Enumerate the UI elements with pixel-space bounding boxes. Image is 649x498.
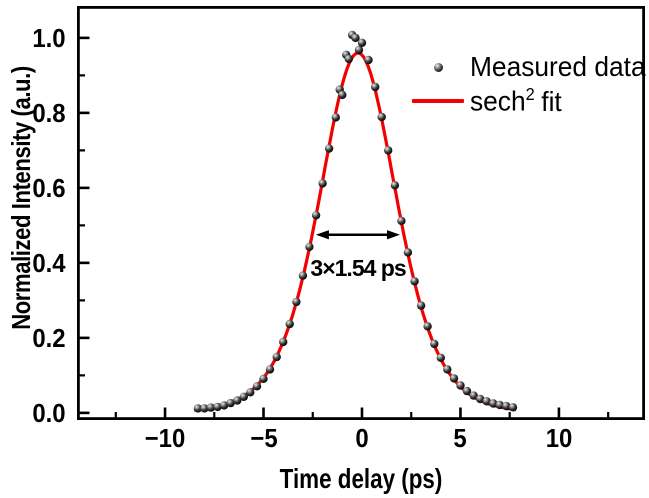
data-point	[357, 38, 367, 47]
data-point	[344, 54, 353, 64]
legend-label-measured-data: Measured data	[470, 51, 646, 82]
data-point	[416, 301, 426, 310]
y-tick-label: 0.8	[32, 97, 66, 128]
data-point	[397, 216, 406, 226]
data-point	[246, 388, 255, 397]
legend-label-superscript: 2	[525, 84, 535, 105]
data-point	[331, 113, 340, 122]
data-point	[489, 399, 498, 408]
data-point	[502, 401, 511, 411]
data-point	[285, 319, 294, 329]
data-point	[449, 374, 459, 383]
data-point	[219, 401, 229, 410]
data-point	[403, 248, 413, 257]
data-point	[259, 374, 268, 383]
data-point	[390, 181, 400, 190]
data-point	[206, 403, 216, 412]
y-tick-label: 0.0	[32, 397, 66, 428]
data-point	[462, 386, 472, 396]
data-point	[364, 55, 373, 65]
data-point	[430, 339, 439, 349]
data-point	[338, 90, 347, 100]
y-tick-label: 0.6	[32, 172, 66, 203]
data-point	[377, 112, 386, 122]
data-point	[495, 400, 504, 410]
x-tick-label: 0	[355, 423, 369, 453]
data-point	[351, 33, 360, 43]
data-point	[482, 397, 491, 406]
x-tick-label: −5	[249, 423, 278, 453]
legend: Measured data sech2 fit	[410, 50, 649, 118]
legend-label-fit-text: fit	[541, 85, 562, 117]
legend-label-sech-text: sech	[470, 85, 526, 117]
data-point	[443, 365, 452, 374]
fit-line-sample-icon	[412, 99, 464, 103]
legend-symbol-cell	[410, 62, 466, 72]
data-point	[354, 45, 364, 55]
data-point	[298, 271, 308, 280]
data-point	[292, 297, 301, 307]
data-point	[239, 392, 248, 401]
data-point	[233, 396, 242, 405]
x-tick-label: 10	[545, 423, 573, 453]
data-point	[213, 402, 222, 412]
data-point	[265, 365, 275, 374]
fwhm-arrowhead-right	[386, 230, 400, 240]
data-point	[384, 146, 393, 155]
x-tick-label: −10	[144, 423, 186, 453]
y-tick-label: 1.0	[32, 22, 66, 53]
x-tick-label: 5	[453, 423, 468, 453]
data-point	[508, 403, 518, 412]
data-point	[456, 381, 465, 390]
data-point	[410, 277, 419, 286]
fwhm-arrowhead-left	[315, 230, 329, 240]
data-point	[272, 352, 281, 362]
data-point	[318, 179, 327, 188]
data-point	[193, 404, 203, 413]
data-point	[305, 242, 314, 251]
fwhm-annotation: 3×1.54 ps	[310, 254, 406, 281]
data-point	[423, 322, 432, 331]
legend-item-measured-data: Measured data	[410, 50, 649, 84]
data-point	[436, 353, 445, 362]
y-tick-label: 0.2	[32, 322, 66, 353]
y-tick-label: 0.4	[32, 247, 66, 278]
data-point	[252, 382, 262, 391]
legend-label-sech2-fit: sech2 fit	[470, 84, 562, 117]
data-point	[200, 404, 209, 413]
data-point	[226, 398, 235, 408]
data-point	[324, 144, 334, 153]
legend-item-sech2-fit: sech2 fit	[410, 84, 649, 118]
data-point	[371, 82, 380, 92]
data-point	[469, 391, 478, 400]
legend-symbol-cell	[410, 99, 466, 103]
data-point	[279, 337, 288, 347]
measured-data-marker-icon	[433, 62, 443, 72]
data-point	[311, 211, 321, 220]
x-axis-title: Time delay (ps)	[279, 463, 443, 494]
data-point	[476, 394, 485, 404]
plot-border	[77, 6, 646, 421]
